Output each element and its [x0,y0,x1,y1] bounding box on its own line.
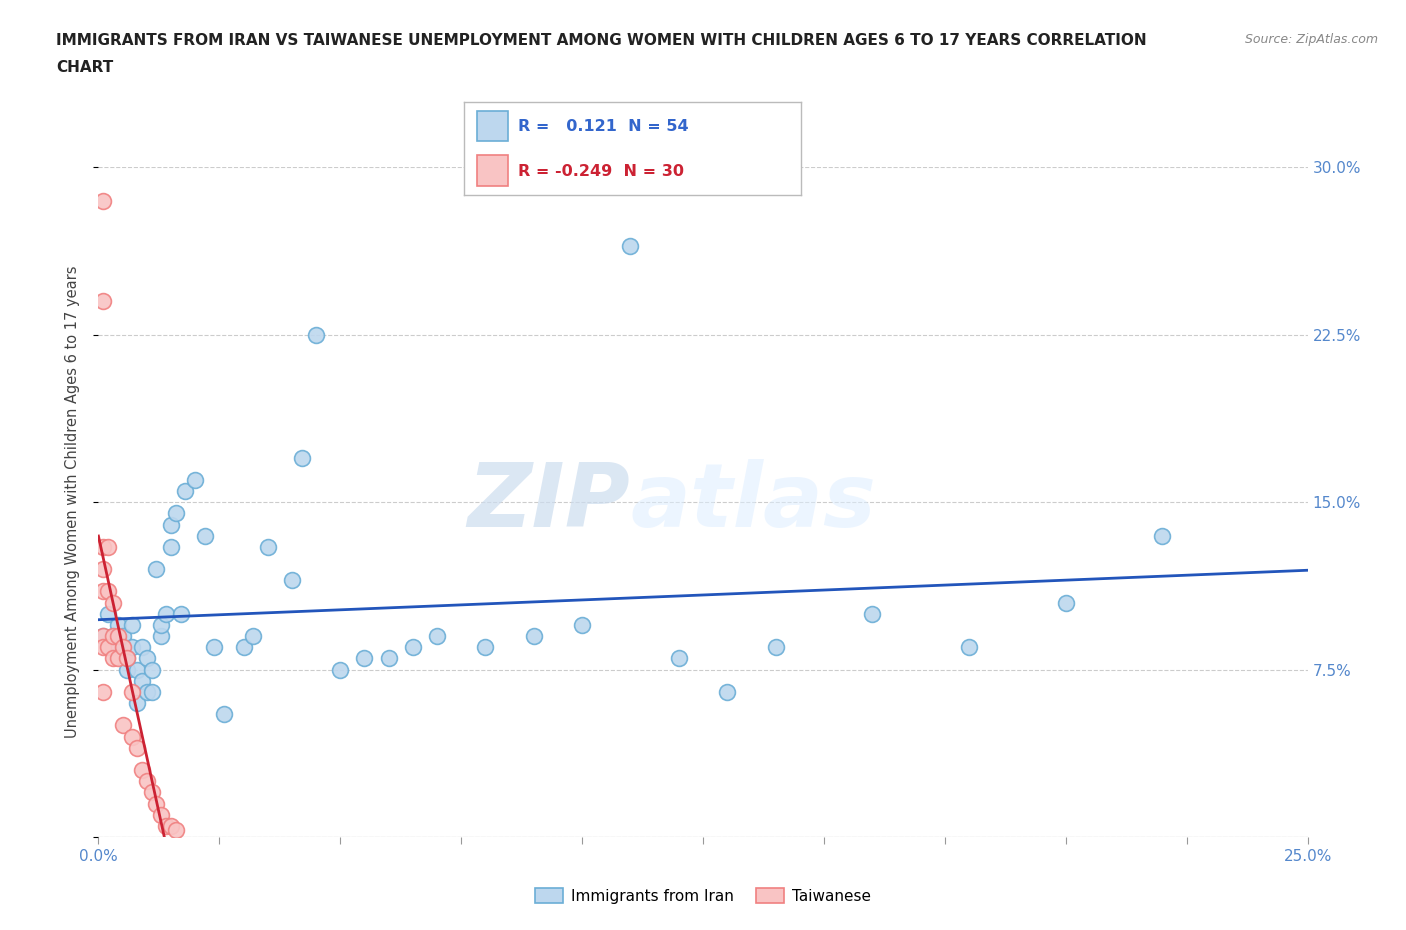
Point [97,539,120,554]
Point [160,539,183,554]
Point [212,707,235,722]
Text: atlas: atlas [630,458,876,546]
Point [184,472,207,487]
Text: ZIP: ZIP [468,458,630,546]
Point [155,818,177,833]
Point [474,640,496,655]
Point [111,718,134,733]
Point [135,651,157,666]
Point [353,651,375,666]
Point [117,651,139,666]
Point [141,684,163,699]
Point [117,662,139,677]
Point [619,238,641,253]
Point [91,193,114,208]
Point [571,618,593,632]
Point [101,640,124,655]
Point [194,528,217,543]
Point [232,640,254,655]
Point [145,562,167,577]
Point [101,651,124,666]
Point [135,774,157,789]
Point [1054,595,1077,610]
Point [127,740,149,755]
Point [426,629,449,644]
Point [121,618,143,632]
Point [91,294,114,309]
Point [290,450,312,465]
Text: R =   0.121  N = 54: R = 0.121 N = 54 [517,119,689,134]
Point [111,640,134,655]
Point [97,640,120,655]
Y-axis label: Unemployment Among Women with Children Ages 6 to 17 years: Unemployment Among Women with Children A… [65,266,80,738]
Point [957,640,980,655]
Point [716,684,738,699]
Point [165,506,187,521]
Point [256,539,278,554]
Text: Source: ZipAtlas.com: Source: ZipAtlas.com [1244,33,1378,46]
Point [131,763,153,777]
Point [91,629,114,644]
Point [91,584,114,599]
Legend: Immigrants from Iran, Taiwanese: Immigrants from Iran, Taiwanese [529,882,877,910]
Point [150,618,173,632]
Point [169,606,191,621]
Point [121,729,143,744]
Point [91,684,114,699]
Point [377,651,399,666]
Point [668,651,690,666]
Point [145,796,167,811]
Point [160,517,183,532]
Point [117,651,139,666]
Point [101,629,124,644]
Point [174,484,197,498]
Point [127,696,149,711]
Text: R = -0.249  N = 30: R = -0.249 N = 30 [517,164,683,179]
Point [111,640,134,655]
Point [107,618,129,632]
Point [91,562,114,577]
Point [204,640,226,655]
Point [765,640,787,655]
Point [135,684,157,699]
Point [305,327,328,342]
Point [101,595,124,610]
Point [131,673,153,688]
Point [107,651,129,666]
Point [160,818,183,833]
FancyBboxPatch shape [478,155,508,186]
Point [523,629,546,644]
Point [242,629,264,644]
Point [329,662,352,677]
Point [107,629,129,644]
Point [1152,528,1174,543]
Point [141,785,163,800]
Point [111,629,134,644]
Point [860,606,883,621]
Point [101,629,124,644]
Text: CHART: CHART [56,60,114,75]
Text: IMMIGRANTS FROM IRAN VS TAIWANESE UNEMPLOYMENT AMONG WOMEN WITH CHILDREN AGES 6 : IMMIGRANTS FROM IRAN VS TAIWANESE UNEMPL… [56,33,1147,47]
Point [141,662,163,677]
Point [127,662,149,677]
Point [281,573,304,588]
Point [165,823,187,838]
Point [150,807,173,822]
Point [91,640,114,655]
Point [131,640,153,655]
Point [155,606,177,621]
Point [121,684,143,699]
Point [91,629,114,644]
Point [97,584,120,599]
FancyBboxPatch shape [478,111,508,141]
Point [91,539,114,554]
Point [121,640,143,655]
Point [150,629,173,644]
Point [402,640,425,655]
Point [97,606,120,621]
